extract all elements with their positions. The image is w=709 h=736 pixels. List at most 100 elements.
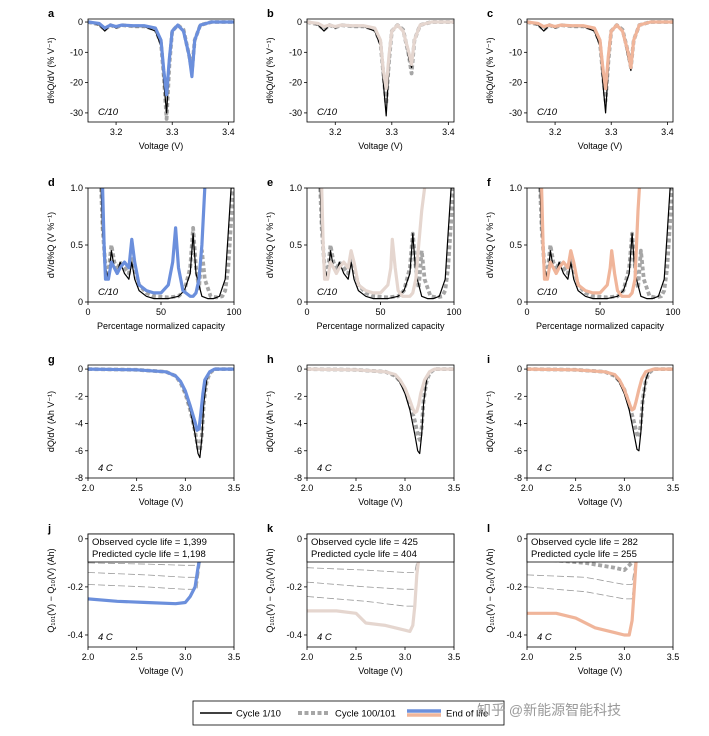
series-line-black-0 bbox=[88, 368, 234, 459]
x-tick-label: 50 bbox=[375, 307, 385, 317]
panel-letter: j bbox=[47, 523, 51, 535]
y-axis-label: dQ/dV (Ah V⁻¹) bbox=[46, 391, 56, 452]
note-line-0: Observed cycle life = 282 bbox=[531, 537, 638, 548]
rate-annotation: 4 C bbox=[317, 632, 332, 643]
series-line-gray-1 bbox=[318, 188, 454, 300]
series-line-black-0 bbox=[527, 368, 673, 452]
x-axis-label: Voltage (V) bbox=[139, 141, 184, 151]
y-tick-label: 0 bbox=[517, 534, 522, 544]
y-tick-label: -2 bbox=[75, 391, 83, 401]
y-tick-label: -0.2 bbox=[506, 582, 522, 592]
y-tick-label: -4 bbox=[75, 419, 83, 429]
panel-b: 3.2 3.3 3.4 0 -10 -20 -30 Voltage (V) d%Q/dV (% … bbox=[265, 8, 455, 151]
y-tick-label: -30 bbox=[509, 108, 522, 118]
series-line-gray-1 bbox=[88, 367, 234, 453]
y-tick-label: -6 bbox=[294, 446, 302, 456]
y-tick-label: -2 bbox=[514, 391, 522, 401]
y-axis-label: d%Q/dV (% V⁻¹) bbox=[265, 37, 275, 103]
plot-frame bbox=[306, 187, 455, 303]
y-axis-label: Q₁₀₁(V) − Q₁₀(V) (Ah) bbox=[485, 548, 495, 632]
note-line-1: Predicted cycle life = 1,198 bbox=[92, 549, 206, 560]
x-tick-label: 2.5 bbox=[569, 652, 582, 662]
y-tick-label: 0 bbox=[297, 17, 302, 27]
x-axis-label: Voltage (V) bbox=[358, 141, 403, 151]
note-line-1: Predicted cycle life = 255 bbox=[531, 549, 637, 560]
series-line-eol-2 bbox=[527, 20, 673, 91]
series-line-eol-2 bbox=[307, 20, 454, 91]
panel-c: 3.2 3.3 3.4 0 -10 -20 -30 Voltage (V) d%Q/dV (% … bbox=[485, 8, 674, 151]
rate-annotation: C/10 bbox=[317, 107, 338, 118]
x-tick-label: 0 bbox=[85, 307, 90, 317]
plot-frame bbox=[87, 187, 235, 303]
legend: Cycle 1/10 Cycle 100/101 End of life bbox=[192, 700, 505, 726]
x-tick-label: 100 bbox=[446, 307, 461, 317]
y-axis-label: d%Q/dV (% V⁻¹) bbox=[485, 37, 495, 103]
x-tick-label: 3.5 bbox=[667, 652, 680, 662]
x-axis-label: Percentage normalized capacity bbox=[97, 321, 226, 331]
x-tick-label: 3.4 bbox=[222, 127, 235, 137]
y-tick-label: -0.2 bbox=[67, 582, 83, 592]
rate-annotation: 4 C bbox=[98, 632, 113, 643]
x-tick-label: 2.5 bbox=[130, 652, 143, 662]
watermark-text: 知乎 @新能源智能科技 bbox=[477, 702, 621, 718]
notes-box bbox=[306, 533, 455, 563]
x-tick-label: 3.0 bbox=[399, 483, 412, 493]
panel-letter: d bbox=[48, 177, 55, 189]
rate-annotation: C/10 bbox=[98, 287, 119, 298]
panel-i: 2.0 2.5 3.0 3.5 0 -2 -4 -6 -8 Voltage (V) dQ/dV (A… bbox=[485, 354, 679, 507]
rate-annotation: 4 C bbox=[537, 463, 552, 474]
y-tick-label: 0 bbox=[517, 364, 522, 374]
legend-box bbox=[192, 700, 505, 726]
x-tick-label: 100 bbox=[665, 307, 680, 317]
x-axis-label: Voltage (V) bbox=[358, 497, 403, 507]
rate-annotation: C/10 bbox=[537, 287, 558, 298]
series-line-gray-1 bbox=[527, 367, 673, 440]
series-group bbox=[307, 20, 454, 117]
panel-letter: l bbox=[487, 523, 490, 535]
y-tick-label: -4 bbox=[514, 419, 522, 429]
series-group bbox=[88, 367, 234, 459]
y-tick-label: 1.0 bbox=[509, 183, 522, 193]
x-tick-label: 3.5 bbox=[448, 483, 461, 493]
series-group bbox=[527, 20, 673, 114]
x-axis-label: Voltage (V) bbox=[578, 141, 623, 151]
y-axis-label: Q₁₀₁(V) − Q₁₀(V) (Ah) bbox=[46, 548, 56, 632]
y-tick-label: 0.5 bbox=[509, 240, 522, 250]
x-tick-label: 0 bbox=[524, 307, 529, 317]
panel-letter: f bbox=[487, 177, 491, 189]
x-tick-label: 3.5 bbox=[228, 652, 241, 662]
y-tick-label: -20 bbox=[509, 78, 522, 88]
series-group bbox=[318, 188, 454, 300]
x-tick-label: 3.0 bbox=[399, 652, 412, 662]
x-axis-label: Voltage (V) bbox=[358, 666, 403, 676]
x-tick-label: 3.3 bbox=[386, 127, 399, 137]
panel-l: 2.0 2.5 3.0 3.5 0 -0.2 -0.4 Voltage (V) Q₁₀₁(V) … bbox=[485, 523, 679, 676]
notes-box bbox=[526, 533, 674, 563]
y-tick-label: 0 bbox=[297, 364, 302, 374]
panel-d: 0 50 100 0 0.5 1.0 Percentage normalized capac… bbox=[46, 177, 242, 331]
y-axis-label: dQ/dV (Ah V⁻¹) bbox=[265, 391, 275, 452]
y-tick-label: 1.0 bbox=[289, 183, 302, 193]
series-line-gray-1 bbox=[307, 367, 454, 442]
series-group bbox=[538, 188, 673, 300]
y-tick-label: 0 bbox=[517, 17, 522, 27]
x-tick-label: 3.0 bbox=[618, 652, 631, 662]
x-tick-label: 3.0 bbox=[618, 483, 631, 493]
y-axis-label: dQ/dV (Ah V⁻¹) bbox=[485, 391, 495, 452]
y-tick-label: 0 bbox=[297, 297, 302, 307]
x-tick-label: 2.0 bbox=[521, 483, 534, 493]
panel-letter: k bbox=[267, 523, 274, 535]
y-tick-label: 0 bbox=[78, 297, 83, 307]
y-tick-label: 0 bbox=[297, 534, 302, 544]
note-line-0: Observed cycle life = 425 bbox=[311, 537, 418, 548]
y-tick-label: -0.4 bbox=[286, 630, 302, 640]
x-tick-label: 3.5 bbox=[448, 652, 461, 662]
series-group bbox=[527, 367, 673, 452]
x-tick-label: 3.5 bbox=[667, 483, 680, 493]
x-tick-label: 2.0 bbox=[521, 652, 534, 662]
series-group bbox=[88, 20, 234, 121]
rate-annotation: C/10 bbox=[98, 107, 119, 118]
notes-box bbox=[87, 533, 235, 563]
y-tick-label: -10 bbox=[289, 47, 302, 57]
series-line-gray-1 bbox=[538, 188, 673, 300]
